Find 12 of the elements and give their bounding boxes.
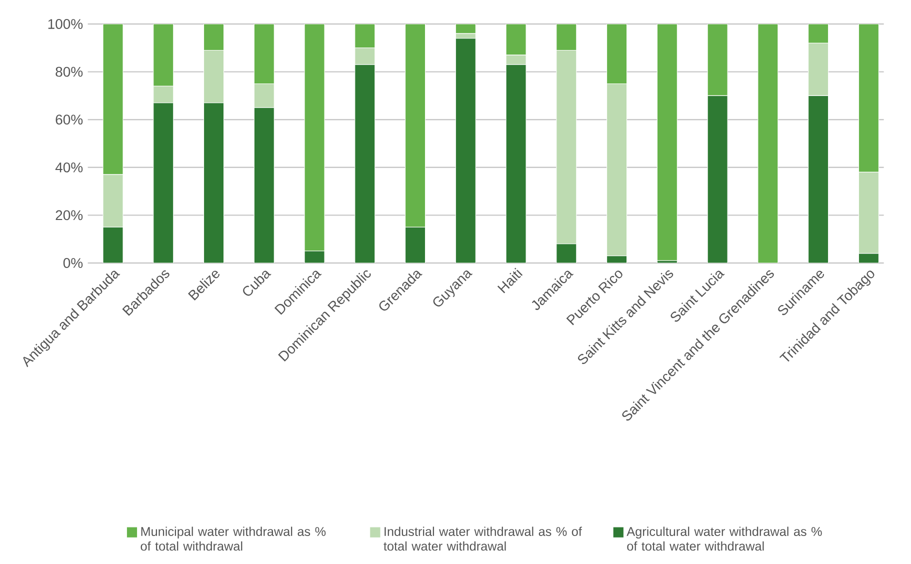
y-tick-label: 100% xyxy=(48,19,83,29)
legend-label: Industrial water withdrawal as % of total water withdrawal xyxy=(384,526,582,551)
y-tick-label: 40% xyxy=(55,162,83,172)
bar xyxy=(656,24,678,261)
y-tick-label: 0% xyxy=(63,258,83,268)
legend-label: Agricultural water withdrawal as % of total water withdrawal xyxy=(626,526,822,551)
y-tick-label: 80% xyxy=(56,66,83,77)
bar xyxy=(758,24,778,263)
y-tick-label: 60% xyxy=(56,114,83,125)
y-tick-label: 20% xyxy=(56,210,83,220)
legend-label: Municipal water withdrawal as % of total withdrawal xyxy=(140,526,326,551)
bar xyxy=(455,24,476,34)
